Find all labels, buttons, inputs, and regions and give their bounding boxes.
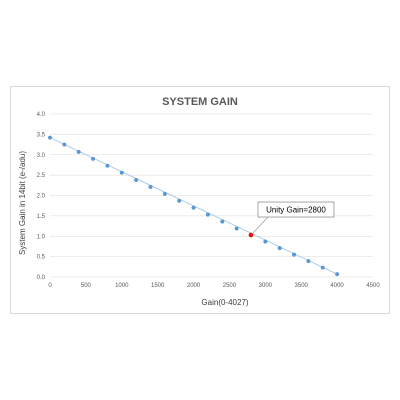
data-point <box>62 142 67 147</box>
data-point <box>105 163 110 168</box>
data-point <box>48 135 53 140</box>
system-gain-chart: SYSTEM GAIN 0.00.51.01.52.02.53.03.54.0 … <box>18 96 380 307</box>
data-point <box>292 252 297 257</box>
x-tick-label: 500 <box>81 283 92 289</box>
y-tick-label: 0.5 <box>37 255 46 261</box>
data-point <box>162 191 167 196</box>
data-point <box>263 239 268 244</box>
y-tick-label: 0.0 <box>37 275 46 281</box>
data-point <box>234 226 239 231</box>
annotation-box <box>257 201 335 218</box>
x-tick-label: 0 <box>48 283 52 289</box>
x-tick-label: 1500 <box>151 283 165 289</box>
x-tick-label: 4000 <box>330 283 344 289</box>
x-tick-label: 2000 <box>187 283 201 289</box>
data-point <box>148 184 153 189</box>
data-point <box>177 198 182 203</box>
y-tick-label: 3.0 <box>37 153 46 159</box>
x-tick-label: 4500 <box>366 283 380 289</box>
annotation-leader <box>250 216 269 236</box>
x-tick-label: 3500 <box>295 283 309 289</box>
y-axis-label: System Gain in 14bit (e-/adu) <box>18 151 27 255</box>
data-point <box>205 212 210 217</box>
x-axis-label: Gain(0-4027) <box>201 298 248 307</box>
data-point <box>335 272 340 277</box>
data-point <box>220 219 225 224</box>
y-tick-label: 3.5 <box>37 132 46 138</box>
unity-gain-annotation: Unity Gain=2800 <box>250 201 335 236</box>
data-point <box>91 156 96 161</box>
x-tick-label: 1000 <box>115 283 129 289</box>
chart-title: SYSTEM GAIN <box>162 96 238 108</box>
x-tick-label: 3000 <box>259 283 273 289</box>
data-point <box>76 149 81 154</box>
data-point <box>277 246 282 251</box>
y-tick-label: 2.0 <box>37 194 46 200</box>
x-tick-labels: 0 500 1000 1500 2000 2500 3000 3500 4000 4500 <box>48 283 380 289</box>
data-point <box>320 265 325 270</box>
y-tick-label: 1.0 <box>37 234 46 240</box>
data-point <box>191 205 196 210</box>
data-point <box>306 259 311 264</box>
annotation-text: Unity Gain=2800 <box>266 206 326 215</box>
gridlines <box>50 113 373 278</box>
data-point <box>119 170 124 175</box>
y-tick-label: 2.5 <box>37 173 46 179</box>
data-point <box>134 178 139 183</box>
chart-frame: SYSTEM GAIN 0.0 0.5 1.0 1.5 2.0 2.5 3.0 3.5 4.0 … <box>10 86 390 314</box>
y-tick-label: 4.0 <box>37 112 46 118</box>
x-tick-label: 2500 <box>223 283 237 289</box>
y-tick-labels: 0.0 0.5 1.0 1.5 2.0 2.5 3.0 3.5 4.0 <box>37 112 46 281</box>
y-tick-label: 1.5 <box>37 214 46 220</box>
